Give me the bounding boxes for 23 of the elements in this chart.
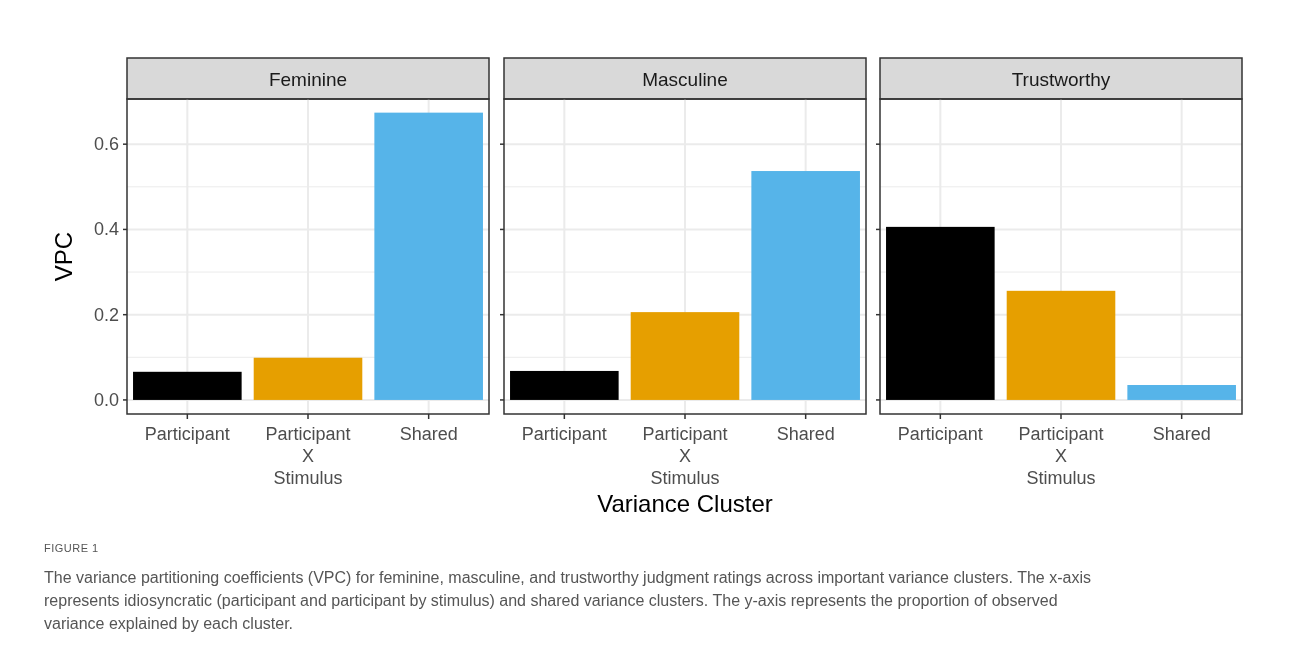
y-tick-label: 0.6 (93, 134, 119, 155)
x-tick-label: Participant X Stimulus (642, 424, 728, 488)
text: The variance partitioning coefficients (VPC) for feminine, masculine, and trustworthy judgment ratings across important variance clusters. The x-axis represents idiosyncratic (participant and participant by stimulus) and shared variance clusters. The y-axis represents the proportion of observed variance explained by each cluster. (44, 569, 1091, 632)
y-tick-label: 0.2 (93, 304, 119, 325)
x-tick-label: Participant (144, 424, 230, 444)
x-tick-label: Shared (399, 424, 458, 444)
chart-title: Feminine (268, 68, 348, 90)
y-tick-label: 0.4 (93, 219, 119, 240)
x-axis-title: Variance Cluster (597, 490, 773, 517)
bar (253, 357, 363, 400)
bar (374, 112, 483, 400)
x-tick-label: Participant (521, 424, 607, 444)
x-tick-label: Participant X Stimulus (1018, 424, 1104, 488)
y-axis-title: VPC (50, 231, 77, 282)
caption: FIGURE 1 (44, 542, 99, 554)
x-tick-label: Shared (776, 424, 835, 444)
bar (133, 371, 242, 400)
y-tick-label: 0.0 (93, 389, 119, 410)
x-tick-label: Shared (1152, 424, 1211, 444)
chart-title: Masculine (642, 68, 728, 90)
x-tick-label: Participant (897, 424, 983, 444)
x-tick-label: Participant X Stimulus (265, 424, 351, 488)
chart-title: Trustworthy (1011, 68, 1111, 90)
